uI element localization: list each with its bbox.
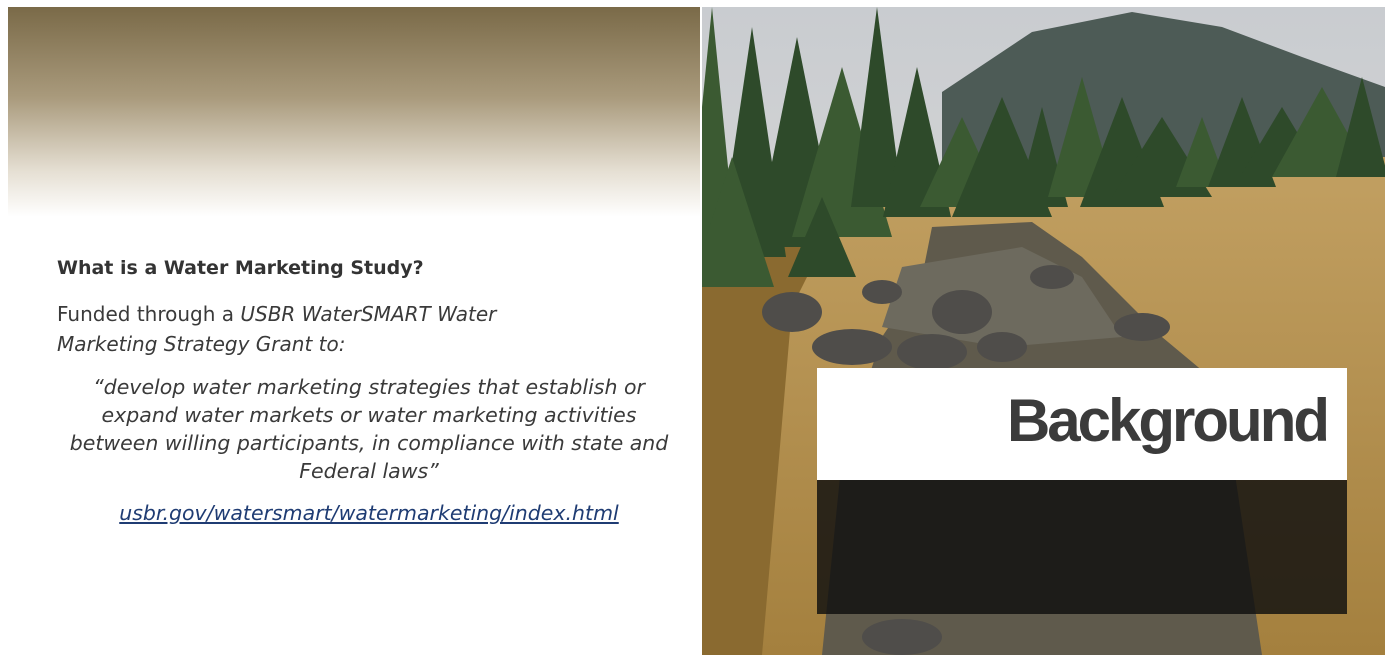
slide-title: Background xyxy=(1007,386,1327,455)
link[interactable]: usbr.gov/watersmart/watermarketing/index… xyxy=(8,501,730,525)
dark-overlay xyxy=(817,480,1347,614)
rock xyxy=(897,334,967,370)
rock xyxy=(1114,313,1170,341)
intro: Funded through a USBR WaterSMART Water M… xyxy=(57,299,597,359)
rock xyxy=(977,332,1027,362)
rock xyxy=(932,290,992,334)
rock xyxy=(862,280,902,304)
rock xyxy=(762,292,822,332)
rock xyxy=(1030,265,1074,289)
rock xyxy=(862,619,942,655)
rock xyxy=(812,329,892,365)
slide: What is a Water Marketing Study? Funded … xyxy=(0,0,1392,655)
title-box: Background xyxy=(817,368,1347,480)
intro-text: Funded through a xyxy=(57,302,234,326)
heading: What is a Water Marketing Study? xyxy=(57,257,424,279)
quote: “develop water marketing strategies that… xyxy=(54,373,684,485)
text-panel: What is a Water Marketing Study? Funded … xyxy=(8,7,700,655)
